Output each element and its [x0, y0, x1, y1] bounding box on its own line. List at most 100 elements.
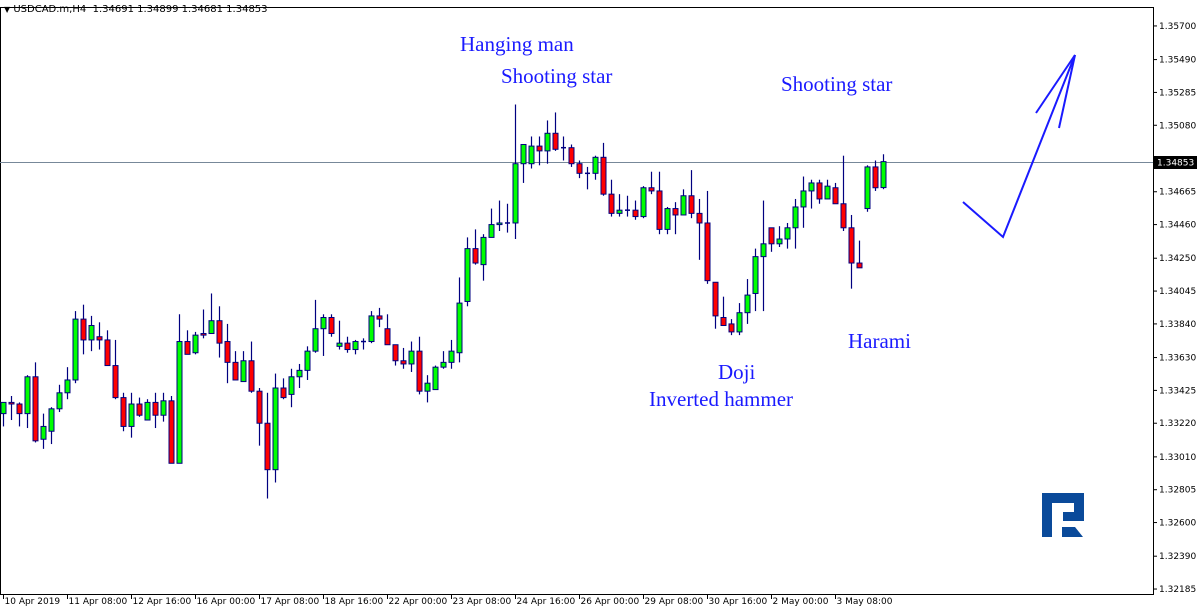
candle-body — [512, 163, 519, 224]
candle-body — [32, 376, 39, 442]
candle — [536, 136, 543, 166]
arrow-path — [962, 54, 1076, 239]
price-tick-label: 1.33220 — [1159, 419, 1196, 429]
candle — [752, 248, 759, 312]
candle — [808, 179, 815, 209]
candle — [568, 144, 575, 167]
drawn-arrow — [962, 54, 1076, 239]
candle — [24, 375, 31, 429]
time-tick-label: 26 Apr 00:00 — [581, 597, 640, 607]
price-tick-label: 1.35080 — [1159, 121, 1196, 131]
triangle-down-icon[interactable]: ▼ — [4, 5, 11, 14]
candle — [448, 339, 455, 369]
price-tick-label: 1.35490 — [1159, 56, 1196, 66]
candle-body — [120, 397, 127, 427]
candle-body — [760, 243, 767, 258]
candle — [616, 194, 623, 217]
candle — [136, 397, 143, 417]
current-price-label: 1.34853 — [1154, 156, 1197, 169]
time-tick-label: 18 Apr 16:00 — [325, 597, 384, 607]
time-axis: 10 Apr 2019 11 Apr 08:00 12 Apr 16:00 16 Ap… — [3, 594, 893, 607]
price-tick-label: 1.33630 — [1159, 354, 1196, 364]
candle — [168, 395, 175, 464]
candle-body — [688, 195, 695, 214]
candle — [688, 170, 695, 219]
candle-body — [248, 360, 255, 392]
candle — [216, 306, 223, 358]
candle — [800, 176, 807, 228]
candle — [744, 279, 751, 324]
candle-body — [296, 369, 303, 378]
candle-body — [520, 143, 527, 165]
candle-body — [72, 318, 79, 381]
annotation-harami: Harami — [848, 329, 911, 353]
candle-body — [712, 281, 719, 317]
annotation-shooting-star: Shooting star — [501, 64, 613, 88]
candle — [648, 171, 655, 195]
candle-body — [304, 350, 311, 371]
candle-body — [256, 390, 263, 424]
candle-body — [200, 333, 207, 336]
candle — [488, 208, 495, 238]
price-tick-label: 1.34250 — [1159, 254, 1196, 264]
roboforex-logo — [1042, 493, 1084, 537]
candle — [384, 314, 391, 346]
price-tick-label: 1.32805 — [1159, 486, 1196, 496]
candle — [608, 179, 615, 217]
candle-body — [280, 387, 287, 399]
candle — [784, 222, 791, 249]
time-tick-label: 2 May 00:00 — [773, 597, 829, 607]
candle-body — [656, 190, 663, 230]
candle-body — [848, 227, 855, 264]
time-tick-label: 17 Apr 08:00 — [261, 597, 320, 607]
candle-body — [88, 325, 95, 341]
candle — [296, 363, 303, 388]
candle — [152, 392, 159, 429]
candle-body — [128, 403, 135, 427]
candle-body — [16, 403, 23, 415]
candle-body — [424, 382, 431, 392]
candle — [40, 413, 47, 449]
time-tick-label: 29 Apr 08:00 — [645, 597, 704, 607]
candle-body — [208, 320, 215, 335]
candle-body — [808, 182, 815, 192]
candle — [768, 227, 775, 252]
candle-body — [104, 339, 111, 367]
candle — [480, 234, 487, 281]
candle-body — [312, 328, 319, 352]
candle-body — [856, 262, 863, 269]
candle — [408, 341, 415, 372]
candle — [496, 200, 503, 231]
candle — [376, 307, 383, 328]
candle — [776, 226, 783, 248]
candle-body — [112, 365, 119, 399]
candle — [840, 155, 847, 231]
candle-body — [56, 392, 63, 410]
candle — [600, 142, 607, 196]
candle — [856, 240, 863, 269]
candle — [880, 154, 887, 190]
candle-body — [8, 401, 15, 405]
candle-body — [616, 209, 623, 214]
candle — [824, 179, 831, 200]
candle — [224, 323, 231, 384]
candle-body — [80, 318, 87, 341]
candle — [304, 346, 311, 380]
candle-body — [696, 212, 703, 224]
candle-body — [536, 145, 543, 152]
candle-body — [608, 193, 615, 214]
candle — [0, 401, 7, 427]
candle-body — [456, 302, 463, 354]
candle-body — [704, 222, 711, 282]
candle — [664, 206, 671, 235]
candle-body — [160, 400, 167, 416]
time-tick-label: 30 Apr 16:00 — [709, 597, 768, 607]
candle-body — [376, 315, 383, 320]
candle — [240, 351, 247, 383]
candle — [176, 314, 183, 464]
candle — [352, 339, 359, 355]
candle-body — [568, 147, 575, 165]
candle-body — [752, 256, 759, 294]
candle — [16, 402, 23, 427]
